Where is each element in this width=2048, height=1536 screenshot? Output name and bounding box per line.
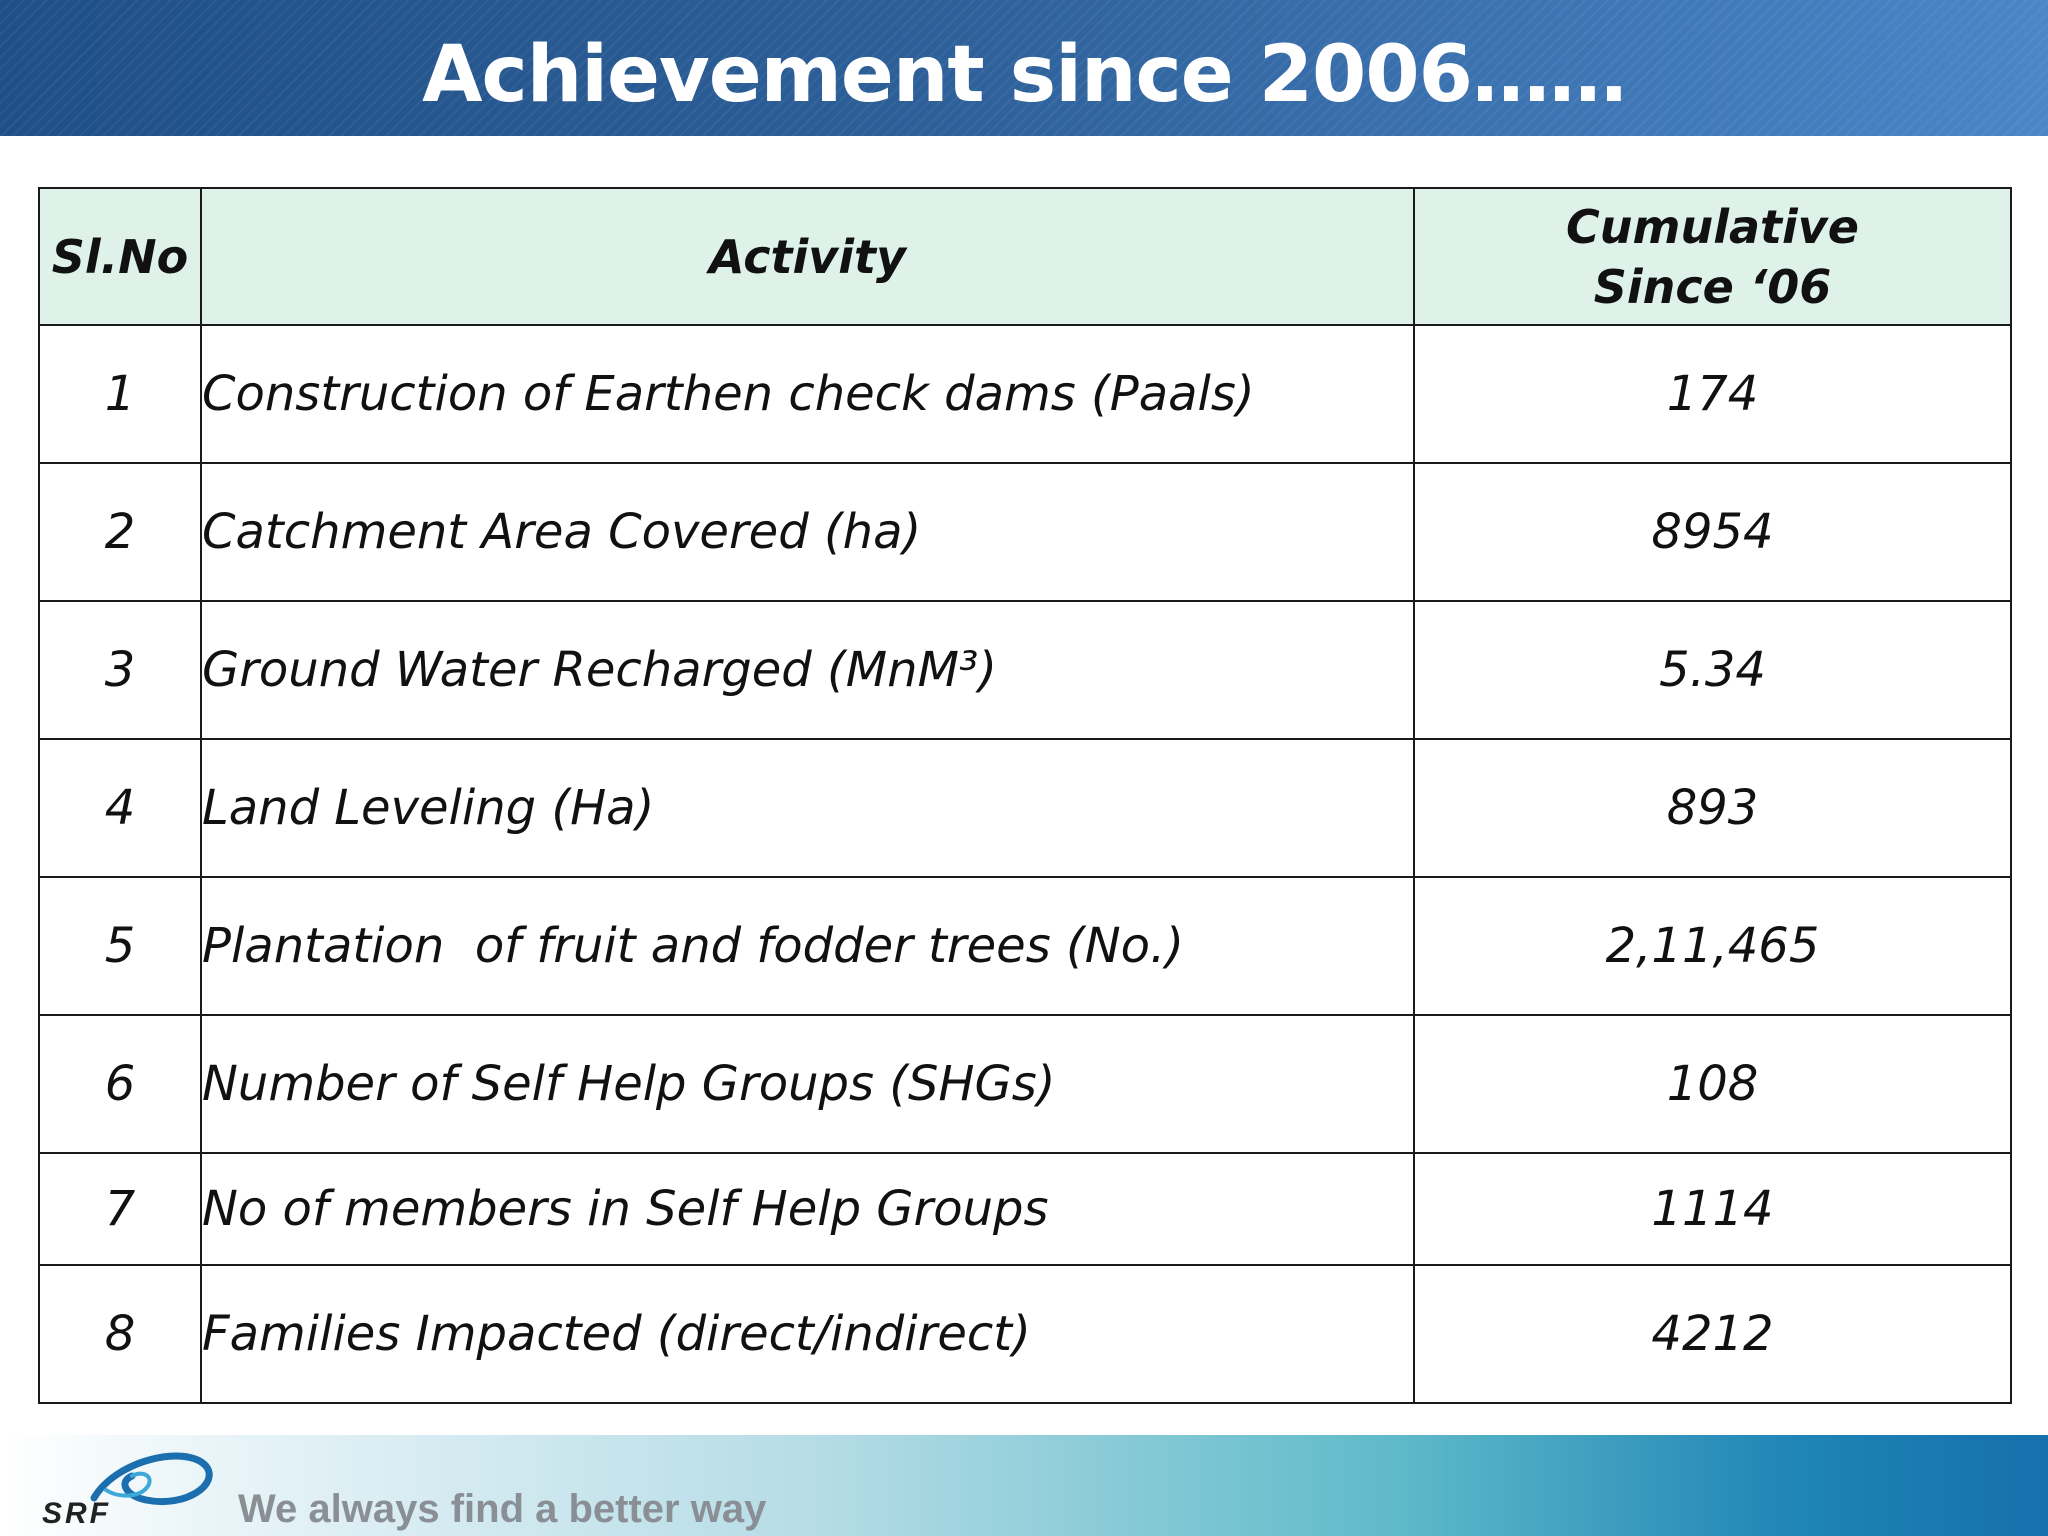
row-value: 4212: [1413, 1264, 2012, 1404]
footer-band: [0, 1435, 2048, 1536]
row-value: 8954: [1413, 462, 2012, 602]
row-value: 5.34: [1413, 600, 2012, 740]
row-activity: Plantation of fruit and fodder trees (No…: [200, 876, 1415, 1016]
row-number: 4: [38, 738, 202, 878]
table-row: 6 Number of Self Help Groups (SHGs) 108: [38, 1014, 2012, 1154]
table-row: 5 Plantation of fruit and fodder trees (…: [38, 876, 2012, 1016]
row-value: 2,11,465: [1413, 876, 2012, 1016]
row-number: 6: [38, 1014, 202, 1154]
row-activity: No of members in Self Help Groups: [200, 1152, 1415, 1266]
row-number: 2: [38, 462, 202, 602]
slide-title: Achievement since 2006……: [422, 30, 1627, 120]
table-row: 3 Ground Water Recharged (MnM³) 5.34: [38, 600, 2012, 740]
header-cumulative: Cumulative Since ‘06: [1413, 187, 2012, 326]
row-activity: Construction of Earthen check dams (Paal…: [200, 324, 1415, 464]
row-value: 174: [1413, 324, 2012, 464]
row-value: 893: [1413, 738, 2012, 878]
srf-logo-icon: [90, 1452, 213, 1505]
row-number: 1: [38, 324, 202, 464]
row-value: 1114: [1413, 1152, 2012, 1266]
title-bar: [0, 0, 2048, 136]
row-activity: Number of Self Help Groups (SHGs): [200, 1014, 1415, 1154]
table-header-row: Sl.No Activity Cumulative Since ‘06: [38, 187, 2012, 326]
row-activity: Families Impacted (direct/indirect): [200, 1264, 1415, 1404]
row-number: 5: [38, 876, 202, 1016]
row-number: 8: [38, 1264, 202, 1404]
footer-tagline: We always find a better way: [238, 1487, 767, 1531]
row-number: 7: [38, 1152, 202, 1266]
header-cumulative-line2: Since ‘06: [1593, 259, 1832, 314]
row-number: 3: [38, 600, 202, 740]
header-cumulative-line1: Cumulative: [1566, 199, 1859, 254]
row-value: 108: [1413, 1014, 2012, 1154]
row-activity: Catchment Area Covered (ha): [200, 462, 1415, 602]
table-row: 2 Catchment Area Covered (ha) 8954: [38, 462, 2012, 602]
table-row: 4 Land Leveling (Ha) 893: [38, 738, 2012, 878]
table-row: 8 Families Impacted (direct/indirect) 42…: [38, 1264, 2012, 1404]
table-row: 7 No of members in Self Help Groups 1114: [38, 1152, 2012, 1266]
row-activity: Ground Water Recharged (MnM³): [200, 600, 1415, 740]
logo-text: SRF: [42, 1497, 111, 1530]
header-sl-no: Sl.No: [38, 187, 202, 326]
table-row: 1 Construction of Earthen check dams (Pa…: [38, 324, 2012, 464]
header-activity: Activity: [200, 187, 1415, 326]
achievement-table: Sl.No Activity Cumulative Since ‘06 1 Co…: [38, 187, 2012, 1404]
row-activity: Land Leveling (Ha): [200, 738, 1415, 878]
